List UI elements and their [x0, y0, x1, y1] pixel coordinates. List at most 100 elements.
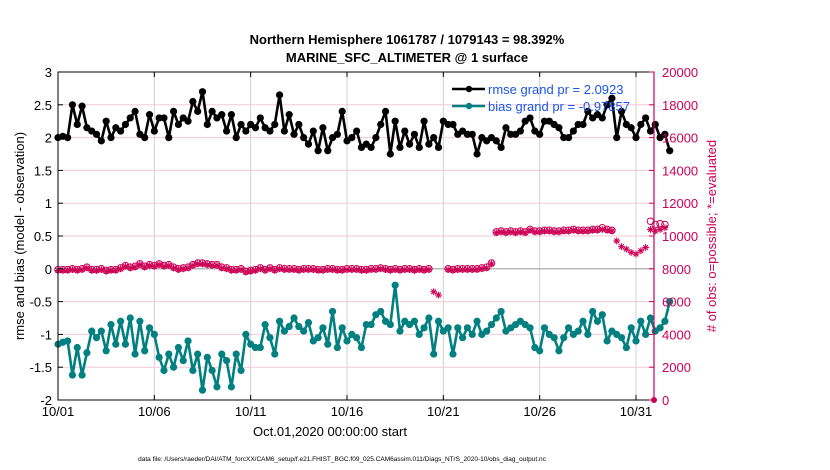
rmse-point	[275, 91, 284, 99]
bias-point	[333, 343, 341, 352]
obs-evaluated-point	[338, 267, 346, 274]
obs-evaluated-point	[377, 265, 385, 273]
obs-evaluated-point	[420, 267, 428, 274]
obs-evaluated-point	[83, 264, 91, 272]
bias-point	[275, 317, 284, 325]
bias-point	[170, 363, 178, 371]
rmse-point	[97, 137, 105, 145]
obs-evaluated-point	[613, 237, 621, 245]
legend-rmse-marker	[465, 85, 473, 93]
obs-evaluated-point	[647, 226, 654, 233]
y-tick-label: 1.5	[34, 163, 52, 178]
bias-point	[300, 327, 308, 335]
bias-point	[492, 314, 500, 322]
bias-point	[194, 350, 202, 358]
bias-point	[88, 327, 96, 335]
bias-point	[328, 307, 337, 316]
series-obs-evaluated	[54, 224, 669, 299]
obs-evaluated-point	[93, 267, 100, 274]
bias-point	[92, 334, 101, 342]
rmse-point	[237, 120, 245, 129]
rmse-point	[449, 120, 457, 129]
rmse-point	[434, 143, 443, 152]
obs-evaluated-point	[314, 267, 322, 274]
obs-evaluated-point	[372, 266, 380, 274]
x-tick-label: 10/31	[620, 404, 653, 419]
bias-point	[444, 324, 452, 332]
bias-point	[661, 317, 669, 325]
obs-evaluated-point	[203, 261, 211, 269]
bias-point	[536, 347, 544, 355]
bias-point	[603, 337, 611, 345]
obs-evaluated-point	[102, 267, 110, 275]
obs-evaluated-point	[425, 266, 433, 274]
rmse-point	[646, 127, 655, 135]
rmse-point	[218, 111, 226, 119]
bias-point	[184, 337, 192, 345]
bias-point	[112, 340, 120, 348]
obs-evaluated-point	[391, 266, 399, 274]
rmse-point	[92, 130, 101, 138]
y-tick-label: -1	[40, 327, 52, 342]
obs-evaluated-point	[622, 245, 630, 253]
obs-evaluated-point	[117, 265, 125, 273]
bias-point	[386, 320, 394, 329]
obs-evaluated-point	[526, 226, 534, 234]
rmse-point	[367, 143, 375, 152]
obs-evaluated-point	[353, 266, 361, 274]
bias-point	[256, 343, 264, 352]
obs-evaluated-point	[473, 266, 481, 274]
bias-point	[396, 327, 404, 335]
bias-point	[646, 314, 655, 322]
bias-point	[598, 311, 606, 319]
obs-evaluated-point	[247, 267, 255, 275]
obs-evaluated-point	[150, 262, 158, 270]
bias-point	[483, 327, 491, 335]
rmse-point	[102, 117, 110, 125]
bias-point	[237, 366, 245, 375]
rmse-point	[502, 124, 510, 132]
bias-point	[68, 371, 77, 379]
obs-evaluated-point	[488, 260, 495, 268]
bias-point	[160, 366, 168, 375]
legend-bias-marker	[465, 102, 473, 110]
obs-evaluated-point	[507, 228, 515, 236]
bias-point	[136, 317, 144, 325]
rmse-point	[651, 120, 659, 129]
obs-evaluated-point	[430, 288, 438, 296]
rmse-point	[68, 101, 77, 109]
obs-evaluated-point	[362, 267, 370, 274]
obs-evaluated-point	[386, 267, 394, 274]
bias-point	[617, 334, 626, 342]
obs-evaluated-point	[276, 265, 283, 273]
obs-evaluated-point	[165, 262, 173, 269]
y2-tick-label: 16000	[662, 131, 698, 146]
rmse-point	[194, 107, 202, 115]
bias-point	[203, 353, 211, 361]
y2-tick-label: 18000	[662, 98, 698, 113]
obs-evaluated-point	[584, 227, 592, 235]
rmse-point	[290, 130, 298, 138]
obs-evaluated-point	[492, 229, 500, 237]
obs-evaluated-point	[512, 229, 519, 237]
rmse-point	[126, 114, 134, 122]
rmse-point	[661, 130, 669, 138]
y2-tick-label: 6000	[662, 295, 691, 310]
x-axis-label: Oct.01,2020 00:00:00 start	[253, 424, 407, 439]
bias-point	[459, 334, 467, 342]
rmse-point	[468, 130, 476, 138]
obs-evaluated-point	[160, 262, 168, 270]
obs-evaluated-point	[261, 267, 269, 274]
rmse-point	[141, 134, 149, 142]
bias-point	[208, 366, 216, 375]
ticks: 10/01 10/06 10/11 10/16 10/21 10/26 10/31 0 2000…	[30, 65, 699, 419]
y2-tick-label: 14000	[662, 163, 698, 178]
rmse-point	[415, 143, 423, 152]
obs-evaluated-point	[555, 228, 563, 236]
bias-point	[165, 350, 173, 358]
obs-evaluated-point	[295, 267, 303, 274]
bias-point	[261, 320, 269, 329]
y2-tick-label: 2000	[662, 360, 691, 375]
rmse-point	[227, 111, 235, 119]
obs-evaluated-point	[598, 226, 606, 233]
